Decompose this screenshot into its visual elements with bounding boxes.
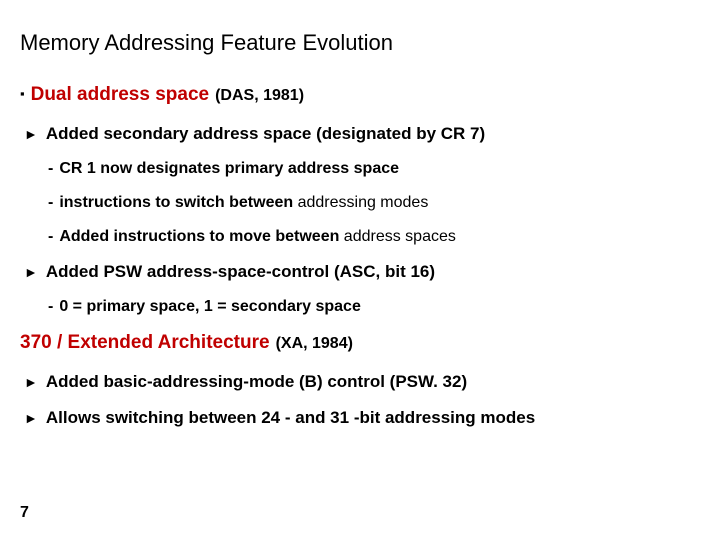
bullet-text: Added PSW address-space-control (ASC, bi… [46, 262, 435, 282]
section-heading-suffix: (XA, 1984) [276, 335, 353, 353]
triangle-icon: ► [24, 410, 38, 426]
bullet-level2: - instructions to switch between address… [48, 194, 700, 212]
square-bullet-icon: ▪ [20, 87, 25, 100]
slide-title: Memory Addressing Feature Evolution [20, 30, 700, 56]
dash-icon: - [48, 228, 53, 246]
bullet-text: Added basic-addressing-mode (B) control … [46, 372, 467, 392]
bullet-level2: - Added instructions to move between add… [48, 228, 700, 246]
bullet-text: instructions to switch between addressin… [59, 194, 428, 212]
bullet-text: Added instructions to move between addre… [59, 228, 456, 246]
section-heading-text: 370 / Extended Architecture [20, 332, 270, 354]
bullet-text: Added secondary address space (designate… [46, 124, 485, 144]
triangle-icon: ► [24, 264, 38, 280]
section-heading-text: Dual address space [31, 84, 209, 106]
triangle-icon: ► [24, 374, 38, 390]
bullet-text: 0 = primary space, 1 = secondary space [59, 298, 361, 316]
dash-icon: - [48, 194, 53, 212]
dash-icon: - [48, 160, 53, 178]
bullet-text: Allows switching between 24 - and 31 -bi… [46, 408, 535, 428]
bullet-level1: ► Allows switching between 24 - and 31 -… [24, 408, 700, 428]
bullet-text: CR 1 now designates primary address spac… [59, 160, 399, 178]
section-heading-das: ▪ Dual address space (DAS, 1981) [20, 84, 700, 106]
bullet-level2: - 0 = primary space, 1 = secondary space [48, 298, 700, 316]
bullet-level1: ► Added basic-addressing-mode (B) contro… [24, 372, 700, 392]
bullet-level1: ► Added PSW address-space-control (ASC, … [24, 262, 700, 282]
section-heading-xa: 370 / Extended Architecture (XA, 1984) [20, 332, 700, 354]
dash-icon: - [48, 298, 53, 316]
triangle-icon: ► [24, 126, 38, 142]
bullet-level2: - CR 1 now designates primary address sp… [48, 160, 700, 178]
bullet-level1: ► Added secondary address space (designa… [24, 124, 700, 144]
section-heading-suffix: (DAS, 1981) [215, 87, 304, 105]
page-number: 7 [20, 504, 29, 522]
